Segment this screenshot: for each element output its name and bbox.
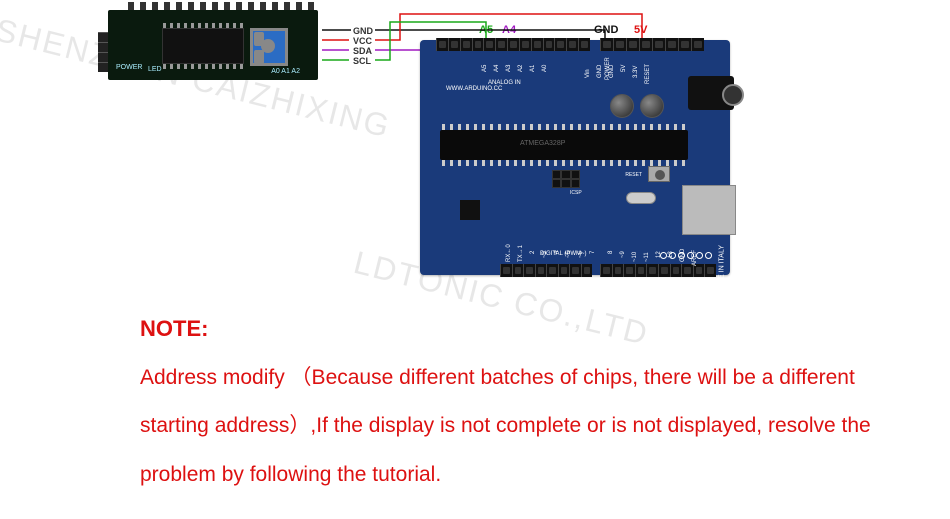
arduino-power-jack [688,76,734,110]
arduino-digital-header-1 [500,264,592,277]
arduino-url: WWW.ARDUINO.CC [446,86,502,92]
arduino-capacitor [610,94,634,118]
pin-label-scl: SCL [353,56,371,66]
pin-7: 7 [590,251,596,254]
note-body: Address modify （Because different batche… [140,354,910,499]
arduino-digital-header-2 [600,264,716,277]
pin-label-gnd: GND [353,26,373,36]
net-label-gnd: GND [594,24,618,36]
i2c-silk-led: LED [148,66,162,73]
arduino-crystal [626,192,656,204]
i2c-left-connector [98,32,108,72]
pin-tx: TX→1 [518,245,524,262]
pin-a2: A2 [518,65,524,72]
pin-3v3: 3.3V [633,66,639,78]
pin-a3: A3 [506,65,512,72]
i2c-header-pins [128,2,316,10]
arduino-made-label: MADE IN ITALY [719,245,726,295]
i2c-silk-addr: A0 A1 A2 [271,68,300,75]
i2c-cap [254,50,264,64]
arduino-board: A5 A4 A3 A2 A1 A0 Vin GND GND 5V 3.3V RE… [420,40,730,275]
arduino-icsp-header [552,170,580,188]
arduino-digital-label: DIGITAL (PWM~) [540,251,587,257]
note-header: NOTE: [140,312,208,345]
pin-a1: A1 [530,65,536,72]
arduino-power-header [600,38,704,51]
arduino-reset-label: RESET [625,172,642,178]
pin-reset: RESET [645,64,651,84]
pin-gnd1: GND [597,65,603,78]
pin-a5: A5 [482,65,488,72]
pin-2: 2 [530,251,536,254]
pin-label-sda: SDA [353,46,372,56]
arduino-power-label: POWER [605,57,611,80]
i2c-chip [162,28,244,64]
pin-5v: 5V [621,65,627,72]
i2c-cap [254,32,264,46]
net-label-a5: A5 [479,24,493,36]
pin-11: ~11 [644,252,650,262]
arduino-proto-holes [660,252,712,259]
arduino-analog-header [436,38,590,51]
pin-vin: Vin [585,69,591,78]
pin-a0: A0 [542,65,548,72]
arduino-analog-label: ANALOG IN [488,80,521,86]
pin-9: ~9 [620,251,626,258]
arduino-mcu: ATMEGA328P [440,130,688,160]
pin-a4: A4 [494,65,500,72]
pin-10: ~10 [632,252,638,262]
net-label-5v: 5V [634,24,647,36]
arduino-icsp-label: ICSP [570,190,582,196]
pin-8: 8 [608,251,614,254]
pin-label-vcc: VCC [353,36,372,46]
i2c-module: POWER A0 A1 A2 LED [108,10,318,80]
arduino-smd-chip [460,200,480,220]
arduino-reset-button [648,166,670,182]
i2c-silk-power: POWER [116,64,142,71]
net-label-a4: A4 [502,24,516,36]
pin-rx: RX←0 [506,244,512,262]
arduino-capacitor [640,94,664,118]
arduino-usb-port [682,185,736,235]
